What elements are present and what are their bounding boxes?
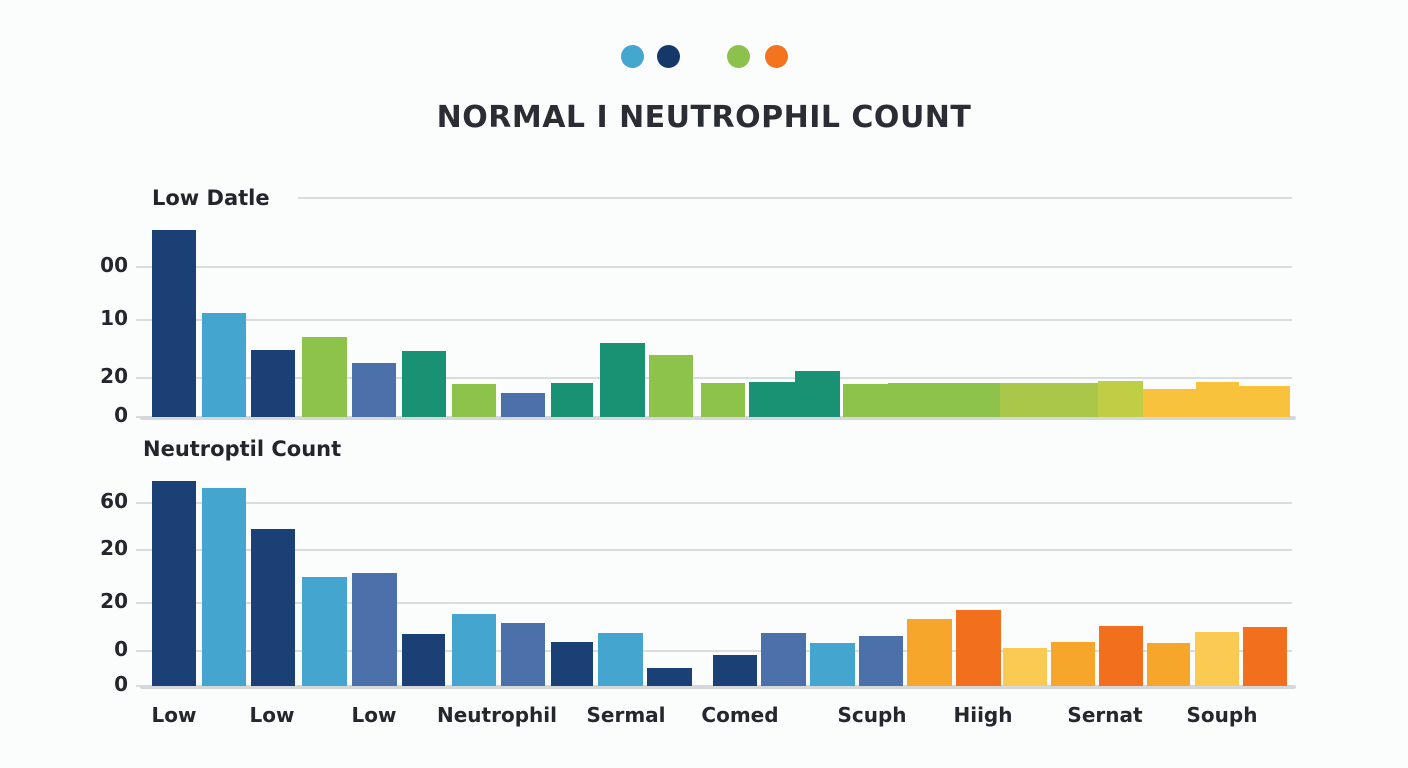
y-tick xyxy=(136,377,148,379)
bar-navy xyxy=(251,350,295,417)
axis-baseline xyxy=(140,685,1296,689)
gridline xyxy=(148,319,1292,321)
bar-lightamber xyxy=(1003,648,1047,686)
gridline xyxy=(148,602,1292,604)
y-tick-label: 0 xyxy=(114,403,128,427)
legend-dot-navy xyxy=(657,45,680,68)
gridline xyxy=(298,197,1292,199)
y-tick-label: 60 xyxy=(100,489,128,513)
y-tick-label: 00 xyxy=(100,253,128,277)
bar-navy xyxy=(152,481,196,686)
bar-teal xyxy=(600,343,645,417)
bar-green xyxy=(888,383,1000,417)
bar-navy xyxy=(402,634,445,686)
bar-lightblue xyxy=(598,633,643,686)
bar-steel xyxy=(501,393,545,417)
bar-amber xyxy=(1147,643,1190,686)
bar-orange xyxy=(1243,627,1287,686)
top-panel-title: Low Datle xyxy=(152,186,270,210)
bar-steel xyxy=(859,636,903,686)
bar-green xyxy=(452,384,496,417)
gridline xyxy=(148,377,1292,379)
bar-navy xyxy=(713,655,757,686)
y-tick-label: 10 xyxy=(100,306,128,330)
bar-amber xyxy=(1051,642,1095,686)
bar-lightblue xyxy=(302,577,347,686)
bar-green xyxy=(701,383,745,417)
x-axis-label: Low xyxy=(151,703,197,727)
x-axis-label: Low xyxy=(351,703,397,727)
bar-lightblue xyxy=(810,643,855,686)
x-axis-label: Comed xyxy=(701,703,779,727)
y-tick xyxy=(136,650,148,652)
bar-green xyxy=(843,384,888,417)
y-tick xyxy=(136,602,148,604)
bar-lightblue xyxy=(452,614,496,686)
x-axis-label: Low xyxy=(249,703,295,727)
x-axis-label: Sermal xyxy=(586,703,666,727)
y-tick xyxy=(136,502,148,504)
bar-green3 xyxy=(1000,383,1098,417)
bar-navy xyxy=(152,230,196,417)
bar-orange xyxy=(1099,626,1143,686)
bar-navy xyxy=(251,529,295,686)
bar-steel xyxy=(352,573,397,686)
bar-navy xyxy=(647,668,692,686)
bar-lightamber xyxy=(1195,632,1239,686)
legend-dot-light-blue xyxy=(621,45,644,68)
y-tick-label: 0 xyxy=(114,672,128,696)
y-tick-label: 20 xyxy=(100,364,128,388)
legend-dot-green xyxy=(727,45,750,68)
x-axis-label: Scuph xyxy=(837,703,907,727)
bar-teal xyxy=(795,371,840,417)
y-tick-label: 0 xyxy=(114,637,128,661)
bar-yellowgreen xyxy=(1098,381,1143,417)
y-tick-label: 20 xyxy=(100,536,128,560)
bar-teal xyxy=(551,383,593,417)
bar-navy xyxy=(551,642,593,686)
bar-steel xyxy=(761,633,806,686)
gridline xyxy=(148,650,1292,652)
bar-gold xyxy=(1239,386,1290,417)
bar-steel xyxy=(501,623,545,686)
gridline xyxy=(148,502,1292,504)
bar-teal xyxy=(749,382,795,417)
x-axis-label: Sernat xyxy=(1067,703,1143,727)
bar-lightblue xyxy=(202,313,246,417)
x-axis-label: Neutrophil xyxy=(437,703,557,727)
x-axis-label: Souph xyxy=(1186,703,1258,727)
bar-green xyxy=(649,355,693,417)
bar-amber xyxy=(907,619,952,686)
y-tick xyxy=(136,266,148,268)
gridline xyxy=(148,266,1292,268)
bar-orange xyxy=(956,610,1001,686)
bar-teal xyxy=(402,351,446,417)
bar-gold xyxy=(1143,389,1196,417)
bar-steel xyxy=(352,363,396,417)
axis-baseline xyxy=(140,416,1296,420)
legend-dot-orange xyxy=(765,45,788,68)
bar-gold xyxy=(1196,382,1239,417)
x-axis-label: Hiigh xyxy=(953,703,1013,727)
bottom-panel-title: Neutroptil Count xyxy=(143,437,342,461)
bar-lightblue xyxy=(202,488,246,686)
y-tick xyxy=(136,319,148,321)
chart-title: NORMAL I NEUTROPHIL COUNT xyxy=(436,100,972,135)
y-tick-label: 20 xyxy=(100,589,128,613)
bar-green xyxy=(302,337,347,417)
y-tick xyxy=(136,549,148,551)
gridline xyxy=(148,549,1292,551)
